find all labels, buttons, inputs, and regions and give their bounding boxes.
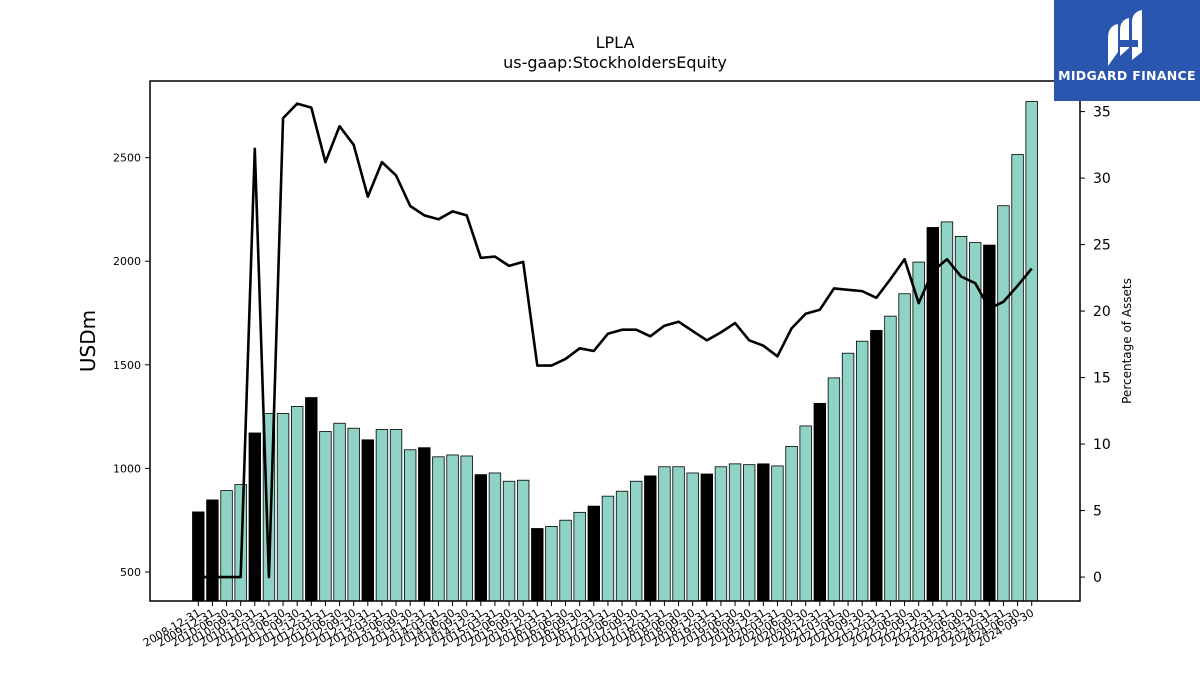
bar: [827, 377, 841, 602]
bar: [630, 480, 643, 602]
bar: [446, 454, 459, 602]
plot-frame: [149, 80, 1081, 602]
bar: [912, 261, 925, 602]
y2-tick-label: 15: [1093, 371, 1111, 387]
y2-tick-label: 0: [1093, 570, 1102, 586]
bar: [997, 205, 1010, 602]
y2-axis-label: Percentage of Assets: [1120, 278, 1134, 404]
bar: [333, 422, 346, 602]
brand-logo-text: MIDGARD FINANCE: [1058, 68, 1196, 83]
bar: [220, 490, 233, 602]
y2-tick-label: 10: [1093, 437, 1111, 453]
brand-logo: MIDGARD FINANCE: [1054, 0, 1200, 101]
bar: [841, 352, 855, 602]
bar: [545, 526, 558, 602]
bar: [672, 466, 685, 602]
bar: [601, 495, 615, 602]
bar: [644, 475, 657, 602]
bar: [192, 511, 205, 602]
y-tick-label: 500: [120, 566, 141, 579]
bar: [587, 505, 601, 602]
line-group: [198, 102, 1033, 579]
chart-subtitle: us-gaap:StockholdersEquity: [503, 53, 727, 72]
y2-tick-label: 35: [1093, 105, 1111, 121]
brand-mark-icon: [1108, 10, 1142, 66]
y-tick-label: 2000: [113, 255, 141, 268]
bar: [248, 432, 261, 602]
bar: [559, 519, 572, 602]
bar: [531, 528, 544, 602]
bars-group: [192, 101, 1038, 602]
bar: [276, 413, 290, 602]
bar: [757, 463, 770, 602]
bar: [799, 425, 812, 602]
bar: [573, 511, 586, 602]
bar: [418, 447, 431, 602]
bar: [502, 480, 516, 602]
bar: [686, 472, 699, 602]
bar: [516, 479, 530, 602]
chart-title: LPLA: [596, 33, 635, 52]
bar: [375, 429, 389, 602]
y-tick-label: 1000: [113, 462, 141, 475]
bar: [856, 340, 869, 602]
bar: [1011, 154, 1024, 602]
y2-tick-label: 25: [1093, 238, 1111, 254]
bar: [1025, 101, 1038, 602]
bar: [319, 431, 332, 602]
bar: [870, 330, 883, 602]
bar: [403, 449, 417, 602]
y2-tick-label: 5: [1093, 504, 1102, 520]
y2-tick-label: 30: [1093, 171, 1111, 187]
bar: [361, 439, 374, 602]
axes-group: 5001000150020002500051015202530352008-12…: [113, 80, 1111, 650]
bar: [615, 490, 629, 602]
bar: [206, 499, 219, 602]
y-tick-label: 1500: [113, 359, 141, 372]
bar: [347, 427, 360, 602]
bar: [714, 466, 728, 602]
bar: [898, 293, 911, 602]
bar: [305, 397, 318, 602]
bar: [785, 446, 798, 602]
bar: [969, 242, 982, 602]
bar: [954, 235, 968, 602]
y-axis-label: USDm: [76, 310, 100, 372]
y2-tick-label: 20: [1093, 304, 1111, 320]
percentage-line: [198, 102, 1033, 579]
bar: [743, 464, 756, 602]
bar: [700, 473, 714, 602]
bar: [940, 221, 954, 602]
bar: [813, 402, 827, 602]
bar: [884, 315, 897, 602]
bar: [771, 465, 784, 602]
bar: [389, 429, 403, 602]
bar: [432, 456, 445, 602]
y-tick-label: 2500: [113, 152, 141, 165]
bar: [728, 463, 742, 602]
bar: [460, 455, 473, 602]
bar: [290, 406, 304, 602]
bar: [488, 472, 502, 602]
bar: [983, 244, 996, 602]
bar: [474, 474, 487, 602]
bar: [658, 466, 671, 602]
